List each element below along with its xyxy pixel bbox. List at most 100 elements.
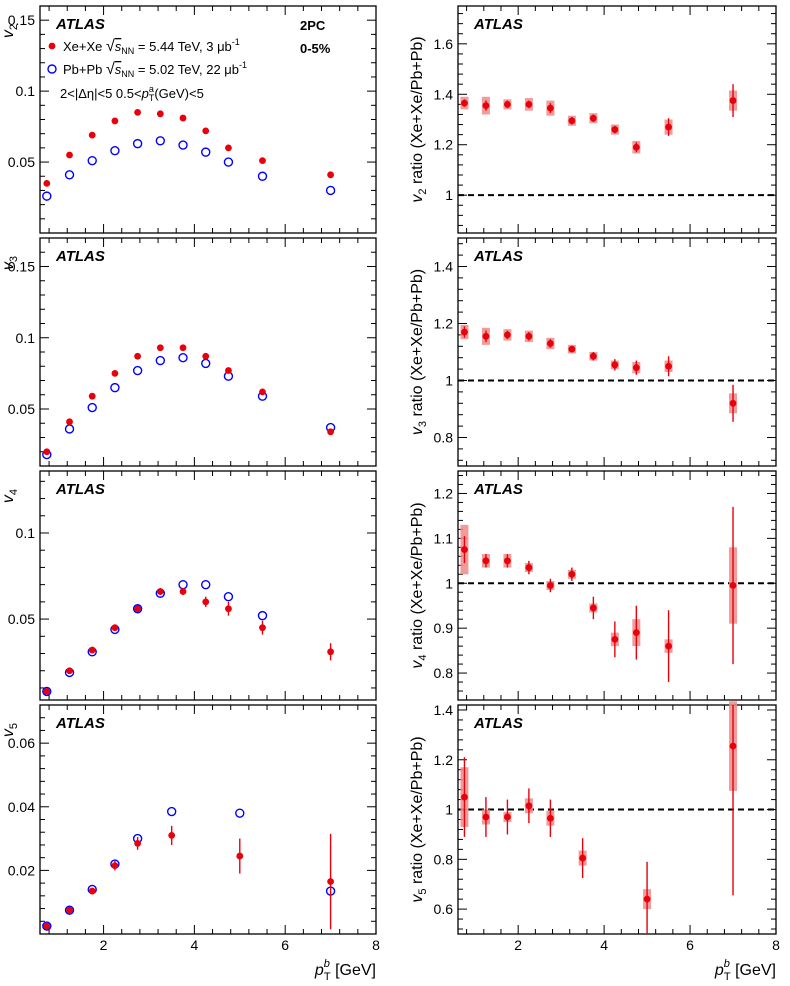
xexe-point [327, 648, 334, 656]
y-tick-label: 0.06 [8, 735, 35, 751]
ratio-point [665, 362, 672, 370]
ratio-point [611, 361, 619, 369]
y-tick-label: 0.05 [8, 401, 35, 417]
xexe-point [156, 588, 164, 595]
cut-annotation: 2<|Δη|<5 0.5<pa T(GeV)<5 [60, 84, 204, 103]
y-tick-label: 0.15 [8, 12, 35, 28]
ratio-point [525, 332, 533, 340]
pbpb-point [178, 140, 188, 150]
y-tick-label: 1 [445, 187, 453, 203]
y-tick-label: 1.4 [434, 702, 454, 718]
atlas-label: ATLAS [55, 16, 105, 33]
eta-cut: 2<|Δη|<5 [60, 86, 112, 101]
xexe-point [43, 179, 51, 187]
ratio-point [482, 332, 490, 340]
pbpb-point [42, 191, 52, 201]
plot-frame-v3 [39, 237, 377, 467]
ratio-point [632, 143, 640, 151]
y-label-index: 4 [417, 654, 429, 660]
y-tick-label: 1.1 [434, 530, 454, 546]
y-label-index: 3 [417, 421, 429, 427]
xexe-point [259, 157, 266, 165]
plot-frame-v2_ratio [457, 5, 777, 234]
x-title-sup: b [724, 958, 730, 970]
pbpb-point [42, 921, 52, 931]
centrality-label: 0-5% [300, 41, 331, 56]
y-label-index: 2 [417, 188, 429, 194]
xexe-point [225, 144, 232, 152]
y-tick-label: 0.05 [8, 611, 35, 627]
y-label-ratio-text: ratio (Xe+Xe/Pb+Pb) [409, 269, 426, 421]
pbpb-point [155, 355, 166, 366]
x-title-sub: T [324, 971, 331, 983]
ratio-point [568, 117, 576, 125]
y-tick-label: 1 [445, 373, 453, 389]
y-tick-label: 0.1 [16, 330, 36, 346]
pbpb-point [155, 136, 166, 146]
ratio-point [546, 814, 554, 822]
plot-frame-v4 [39, 470, 377, 701]
pbpb-point [201, 147, 211, 157]
ratio-point [461, 328, 468, 336]
x-title-sup: b [324, 958, 330, 970]
plot-frame-v4_ratio [457, 470, 777, 701]
x-tick-label: 4 [190, 937, 198, 953]
xexe-point [179, 344, 187, 352]
xexe-point [179, 588, 187, 595]
xexe-point [88, 646, 96, 654]
xexe-point [111, 862, 119, 870]
xexe-point [156, 344, 164, 352]
ratio-point [546, 340, 554, 347]
ratio-point [665, 123, 672, 131]
y-tick-label: 0.05 [8, 154, 35, 170]
x-tick-label: 8 [772, 937, 780, 953]
y-tick-label: 1 [445, 802, 453, 818]
x-tick-label: 2 [100, 937, 108, 953]
ratio-point [568, 345, 576, 353]
xexe-point [134, 605, 142, 613]
xexe-point [88, 131, 96, 139]
ratio-point [525, 564, 533, 571]
ratio-point [643, 895, 651, 903]
pbpb-point [64, 170, 75, 180]
pta-cut-post: (GeV)<5 [154, 86, 204, 101]
x-tick-label: 6 [281, 937, 289, 953]
pbpb-point [223, 591, 234, 602]
ratio-point [546, 104, 554, 112]
ratio-point [461, 99, 468, 107]
y-label-index: 5 [8, 723, 20, 729]
ratio-point [729, 582, 737, 589]
ratio-point [461, 793, 468, 801]
ratio-point [589, 604, 597, 612]
y-label-symbol: v [409, 660, 426, 669]
pta-sub: T [149, 93, 155, 103]
x-title-sub: T [724, 971, 731, 983]
y-label-symbol: v [0, 29, 17, 38]
atlas-label: ATLAS [55, 248, 105, 265]
xexe-point [225, 367, 232, 374]
pbpb-point [201, 358, 211, 369]
pbpb-point [235, 808, 245, 818]
y-tick-label: 0.1 [16, 525, 36, 541]
xexe-point [327, 878, 334, 885]
x-axis-title: pb T [GeV] [314, 958, 376, 983]
ratio-point [525, 100, 533, 108]
xexe-point [43, 922, 51, 930]
ratio-point [729, 97, 737, 104]
xexe-point [225, 605, 232, 613]
pbpb-point [178, 353, 188, 363]
xexe-point [111, 117, 119, 125]
y-axis-label-v2: v2 [0, 24, 20, 38]
pbpb-point [325, 185, 336, 196]
xexe-point [259, 624, 266, 632]
x-title-unit: [GeV] [731, 962, 776, 979]
ratio-point [611, 635, 619, 643]
ratio-point [568, 570, 576, 578]
pbpb-point [87, 155, 97, 166]
legend-s: s [115, 62, 122, 77]
legend-system: Xe+Xe [63, 39, 106, 54]
y-tick-label: 1.2 [434, 137, 454, 153]
xexe-point [168, 832, 176, 839]
x-title-symbol: p [314, 962, 324, 979]
y-tick-label: 0.8 [434, 665, 454, 681]
